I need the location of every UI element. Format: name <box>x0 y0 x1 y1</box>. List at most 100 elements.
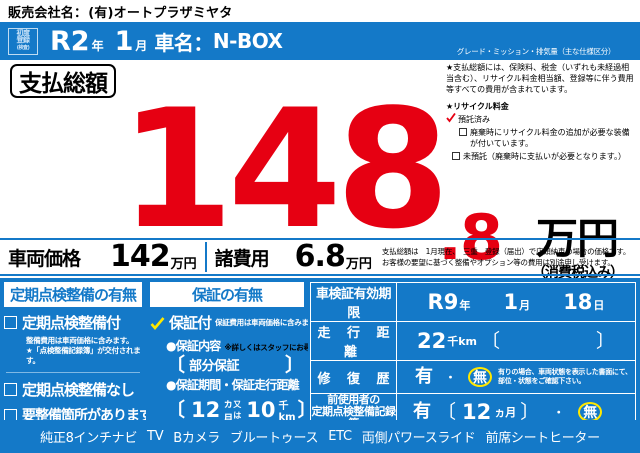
notes-panel: ★支払総額には、保険料、税金（いずれも未経過相当含む）、リサイクル料金相当額、登… <box>446 62 636 168</box>
warranty-included-label: 保証付 <box>169 314 212 332</box>
maintenance-option-none[interactable]: 定期点検整備なし <box>4 379 142 400</box>
equipment-item: Bカメラ <box>173 431 220 446</box>
warranty-content-field[interactable]: 〔 部分保証 〕 <box>166 355 304 374</box>
mileage-value: 22 <box>416 328 447 353</box>
checkmark-icon <box>446 113 456 123</box>
record-book-no-selected[interactable]: 無 <box>578 402 603 422</box>
mileage-label: 走 行 距 離 <box>310 321 397 361</box>
checkbox-icon <box>4 316 17 329</box>
warranty-header: 保証の有無 <box>150 282 304 307</box>
checkbox-icon <box>459 128 467 136</box>
recycle-deposited-row[interactable]: 預託済み <box>446 113 636 125</box>
warranty-included-note: 保証費用は車両価格に含みます。 <box>215 318 323 327</box>
dealer-row: 販売会社名： (有)オートプラザミヤタ <box>0 0 640 22</box>
record-dot: ・ <box>553 406 565 419</box>
grade-caption: グレード・ミッション・排気量（主な仕様区分） <box>456 47 616 56</box>
record-book-months-unit: ヵ月 <box>494 406 517 419</box>
record-book-months: 12 <box>462 399 492 424</box>
reg-month-unit: 月 <box>135 38 148 53</box>
fees-value: 6.8 <box>294 239 346 274</box>
warranty-panel: 保証の有無 保証付 保証費用は車両価格に含みます。 ●保証内容 ※詳しくはスタッ… <box>146 278 347 453</box>
equipment-strip: 純正8インチナビ TV Bカメラ ブルートゥース ETC 両側パワースライド 前… <box>0 420 640 453</box>
recycle-option-2-row[interactable]: 未預託（廃棄時に支払いが必要となります。） <box>452 151 636 162</box>
warranty-period-distance: 10 <box>246 397 276 422</box>
shaken-year: R9 <box>427 289 459 314</box>
recycle-block: ★リサイクル料金 預託済み 廃棄時にリサイクル料金の追加が必要な装備が付いていま… <box>446 101 636 162</box>
warranty-option-included[interactable]: 保証付 保証費用は車両価格に含みます。 <box>150 312 323 333</box>
dealer-name: (有)オートプラザミヤタ <box>88 5 233 21</box>
note-total-inclusions: ★支払総額には、保険料、税金（いずれも未経過相当含む）、リサイクル料金相当額、登… <box>446 63 634 94</box>
paren-left: 〔 <box>437 401 457 423</box>
breakdown-note: 支払総額は 1月現在、 三重 登録（届出）で店頭納車の場合の価格です。 お客様の… <box>382 246 630 268</box>
repair-dot: ・ <box>445 371 456 384</box>
reg-month: 1 <box>114 25 134 57</box>
dealer-label: 販売会社名： <box>8 5 88 21</box>
divider <box>6 372 140 373</box>
price-integer: 148 <box>119 74 450 265</box>
warranty-content-value: 部分保証 <box>189 359 240 374</box>
maintenance-option-included[interactable]: 定期点検整備付 <box>4 312 142 333</box>
warranty-content-label: ●保証内容 <box>166 339 221 353</box>
breakdown-note-line-2: お客様の要望に基づく整備やオプション等の費用は別途申し受けます。 <box>381 258 615 267</box>
equipment-item: 両側パワースライド <box>361 431 476 446</box>
grade-block: グレード・ミッション・排気量（主な仕様区分） G-Lターボ 660CC <box>440 46 632 83</box>
recycle-deposited-label: 預託済み <box>458 115 490 124</box>
paren-left: 〔 <box>166 399 186 421</box>
shaken-value-cell[interactable]: R9年 1月 18日 <box>396 282 636 322</box>
repair-history-no-selected[interactable]: 無 <box>468 367 492 387</box>
detail-panels: 定期点検整備の有無 定期点検整備付 整備費用は車両価格に含みます。 ★「点検整備… <box>0 278 640 453</box>
repair-note-line-1: 有りの場合、車両状態を表示した書面にて、 <box>498 367 632 376</box>
mileage-value-cell[interactable]: 22 千km 〔 〕 <box>396 321 636 361</box>
price-breakdown-row: 車両価格 142 万円 諸費用 6.8 万円 支払総額は 1月現在、 三重 登録… <box>0 238 640 276</box>
record-book-label-line-1: 前使用者の <box>327 393 380 406</box>
paren-right: 〕 <box>520 401 540 423</box>
divider <box>204 242 207 272</box>
recycle-title: ★リサイクル料金 <box>446 102 509 111</box>
maintenance-option-included-label: 定期点検整備付 <box>22 314 121 332</box>
recycle-option-2-label: 未預託（廃棄時に支払いが必要となります。） <box>463 152 626 161</box>
warranty-period-label: ●保証期間・保証走行距離 <box>166 378 300 392</box>
reg-year-unit: 年 <box>91 38 104 53</box>
repair-history-yes[interactable]: 有 <box>415 366 433 387</box>
mileage-unit: 千km <box>447 335 477 348</box>
repair-history-cell[interactable]: 有 ・ 無 有りの場合、車両状態を表示した書面にて、 部位・状態をご確認下さい。 <box>396 360 636 394</box>
badge-line-2: 登録 <box>16 36 31 45</box>
paren-left: 〔 <box>166 353 186 376</box>
maintenance-panel: 定期点検整備の有無 定期点検整備付 整備費用は車両価格に含みます。 ★「点検整備… <box>0 278 153 447</box>
shaken-month-unit: 月 <box>519 298 531 312</box>
shaken-year-unit: 年 <box>459 298 471 312</box>
repair-history-note: 有りの場合、車両状態を表示した書面にて、 部位・状態をご確認下さい。 <box>498 368 632 387</box>
repair-history-label: 修 復 歴 <box>310 360 397 394</box>
paren-left: 〔 <box>480 330 500 352</box>
checkbox-icon <box>4 383 17 396</box>
maintenance-option-none-label: 定期点検整備なし <box>22 381 135 399</box>
vehicle-info-panel: 車検証有効期限 R9年 1月 18日 走 行 距 離 22 <box>308 278 640 453</box>
table-row: 車検証有効期限 R9年 1月 18日 <box>310 282 636 322</box>
equipment-item: ETC <box>328 429 352 444</box>
warranty-period-field[interactable]: 〔 12 ヵ月 又は 10 千km 〕 <box>166 395 317 425</box>
record-book-yes[interactable]: 有 <box>413 401 431 422</box>
paren-right: 〕 <box>596 330 616 352</box>
vehicle-price-label: 車両価格 <box>8 247 81 270</box>
vehicle-price-value: 142 <box>110 239 171 274</box>
checkbox-icon <box>452 152 460 160</box>
vehicle-price-unit: 万円 <box>170 257 197 272</box>
recycle-option-1-row[interactable]: 廃棄時にリサイクル料金の追加が必要な装備が付いています。 <box>459 127 636 149</box>
reg-year: R2 <box>50 25 90 57</box>
table-row: 修 復 歴 有 ・ 無 有りの場合、車両状態を表示した書面にて、 部位・状態をご… <box>310 360 636 394</box>
shaken-day: 18 <box>563 289 593 314</box>
warranty-period-or: 又は <box>233 400 242 420</box>
shaken-day-unit: 日 <box>593 298 605 312</box>
equipment-item: TV <box>147 429 164 444</box>
badge-line-1: 初度 <box>16 28 31 37</box>
fees-label: 諸費用 <box>214 247 270 270</box>
equipment-item: ブルートゥース <box>230 431 319 446</box>
warranty-period-months: 12 <box>191 397 221 422</box>
shaken-label: 車検証有効期限 <box>310 282 397 322</box>
repair-note-line-2: 部位・状態をご確認下さい。 <box>498 377 586 385</box>
equipment-item: 前席シートヒーター <box>485 431 601 446</box>
warranty-period-distance-unit: 千km <box>278 401 296 423</box>
grade-value: G-Lターボ 660CC <box>462 63 610 83</box>
shaken-month: 1 <box>503 289 519 314</box>
